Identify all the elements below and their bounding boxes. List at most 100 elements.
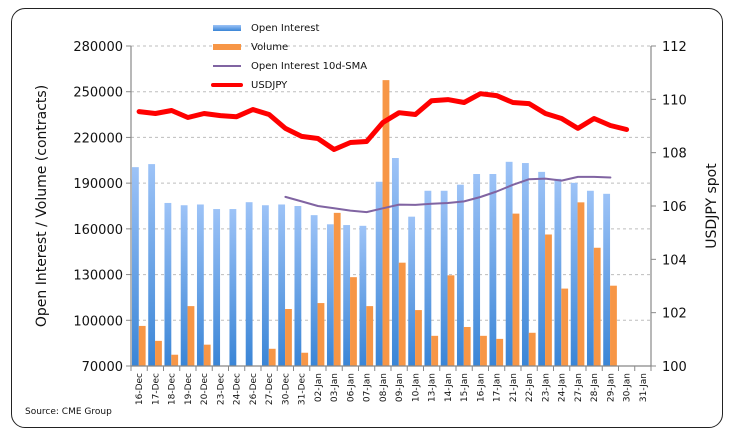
y2-tick-label: 110 xyxy=(662,93,687,108)
bar-volume xyxy=(480,335,487,366)
y-tick-label: 160000 xyxy=(73,223,123,238)
bar-open-interest xyxy=(326,224,334,366)
bar-volume xyxy=(366,306,374,366)
bar-volume xyxy=(415,310,422,366)
bar-open-interest xyxy=(310,215,318,366)
legend-label-volume: Volume xyxy=(251,42,288,53)
bar-volume xyxy=(317,303,325,366)
bar-volume xyxy=(577,202,585,366)
x-tick-label: 30-Jan xyxy=(623,373,633,402)
x-tick-label: 09-Jan xyxy=(395,373,405,402)
bar-volume xyxy=(512,213,520,366)
lines xyxy=(136,91,630,214)
x-tick-label: 14-Jan xyxy=(444,373,454,402)
bar-volume xyxy=(496,338,504,366)
bar-volume xyxy=(301,352,309,366)
bar-volume xyxy=(268,348,276,366)
y-tick-label: 70000 xyxy=(82,360,123,375)
bar-open-interest xyxy=(603,193,611,366)
y2-tick-label: 100 xyxy=(662,360,687,375)
y2-tick-label: 104 xyxy=(662,253,687,268)
bar-open-interest xyxy=(473,174,481,366)
y-tick-label: 220000 xyxy=(73,131,123,146)
x-tick-label: 30-Dec xyxy=(281,373,291,405)
x-tick-label: 18-Dec xyxy=(168,373,178,405)
x-tick-label: 27-Dec xyxy=(265,373,275,405)
bar-open-interest xyxy=(180,205,188,366)
bar-volume xyxy=(545,234,552,366)
x-tick-label: 15-Jan xyxy=(460,373,470,402)
bar-volume xyxy=(187,306,195,366)
x-tick-label: 16-Dec xyxy=(135,373,145,405)
bar-open-interest xyxy=(440,190,448,366)
bar-open-interest xyxy=(278,204,286,366)
bar-volume xyxy=(398,262,406,366)
legend: Open Interest Volume Open Interest 10d-S… xyxy=(211,23,367,91)
bar-open-interest xyxy=(229,209,237,366)
bar-volume xyxy=(138,325,146,366)
bar-volume xyxy=(593,247,601,366)
bar-volume xyxy=(528,332,536,366)
bar-volume xyxy=(171,354,179,366)
y-axis-title: Open Interest / Volume (contracts) xyxy=(34,85,50,327)
y-tick-label: 100000 xyxy=(73,314,123,329)
y2-tick-label: 102 xyxy=(662,307,687,322)
y-tick-label: 130000 xyxy=(73,269,123,284)
bar-open-interest xyxy=(554,178,562,366)
y-tick-label: 280000 xyxy=(73,40,123,55)
x-tick-label: 07-Jan xyxy=(363,373,373,402)
x-tick-label: 17-Dec xyxy=(151,373,161,405)
x-tick-label: 02-Jan xyxy=(314,373,324,402)
legend-label-sma: Open Interest 10d-SMA xyxy=(251,61,367,72)
legend-label-usdjpy: USDJPY xyxy=(251,80,288,91)
bar-volume xyxy=(431,335,439,366)
bar-open-interest xyxy=(408,216,416,366)
bar-open-interest xyxy=(261,205,269,366)
bar-volume xyxy=(463,326,471,366)
y-tick-label: 250000 xyxy=(73,86,123,101)
bar-open-interest xyxy=(131,167,139,366)
bar-volume xyxy=(610,285,617,366)
bar-volume xyxy=(333,212,341,366)
source-note: Source: CME Group xyxy=(25,407,112,417)
bar-open-interest xyxy=(359,225,367,366)
bar-open-interest xyxy=(148,164,156,366)
bar-open-interest xyxy=(343,225,351,366)
x-tick-label: 20-Dec xyxy=(200,373,210,405)
bar-open-interest xyxy=(164,202,172,366)
y-tick-label: 190000 xyxy=(73,177,123,192)
x-tick-label: 13-Jan xyxy=(428,373,438,402)
x-tick-label: 31-Jan xyxy=(639,373,649,402)
x-tick-label: 29-Jan xyxy=(606,373,616,402)
x-tick-label: 28-Jan xyxy=(590,373,600,402)
x-tick-label: 06-Jan xyxy=(346,373,356,402)
x-tick-label: 16-Jan xyxy=(476,373,486,402)
bars xyxy=(131,80,617,366)
bar-volume xyxy=(285,309,292,366)
bar-volume xyxy=(203,344,211,366)
bar-open-interest xyxy=(570,182,578,366)
x-tick-label: 17-Jan xyxy=(493,373,503,402)
bar-open-interest xyxy=(196,204,204,366)
bar-open-interest xyxy=(213,209,221,366)
x-tick-label: 08-Jan xyxy=(379,373,389,402)
y2-tick-label: 106 xyxy=(662,200,687,215)
bar-volume xyxy=(561,288,569,366)
bar-open-interest xyxy=(505,161,513,366)
x-tick-label: 10-Jan xyxy=(411,373,421,402)
line-oi-sma xyxy=(284,175,612,214)
bar-open-interest xyxy=(521,163,529,366)
legend-swatch-open-interest xyxy=(213,25,241,31)
bar-open-interest xyxy=(538,171,546,366)
bar-volume xyxy=(350,277,357,366)
x-tick-label: 27-Jan xyxy=(574,373,584,402)
bar-open-interest xyxy=(375,181,383,366)
y2-tick-label: 108 xyxy=(662,147,687,162)
bar-open-interest xyxy=(424,190,432,366)
bar-volume xyxy=(447,275,455,366)
bar-open-interest xyxy=(391,158,399,366)
bar-open-interest xyxy=(456,184,464,366)
bar-open-interest xyxy=(489,174,497,366)
x-tick-label: 21-Jan xyxy=(509,373,519,402)
